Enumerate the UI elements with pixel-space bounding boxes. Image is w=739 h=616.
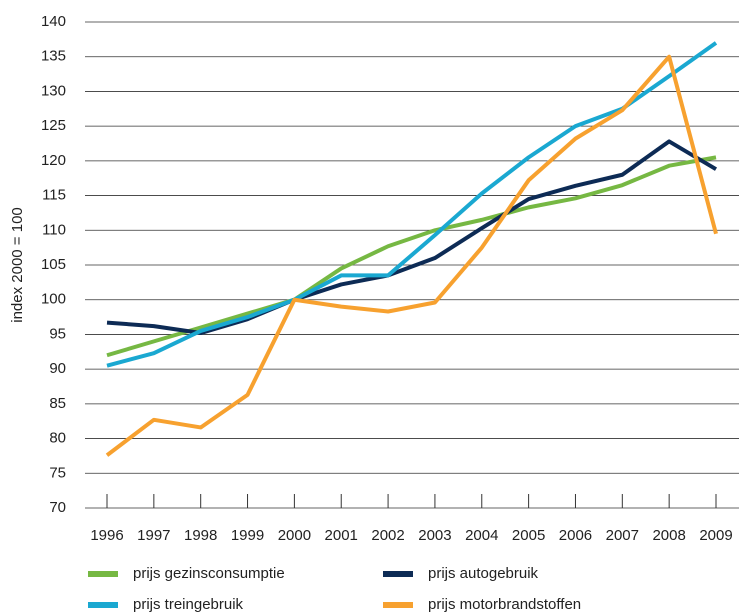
y-tick-label: 130 <box>41 82 66 99</box>
y-tick-label: 70 <box>49 499 66 516</box>
x-tick-label: 1999 <box>231 527 264 544</box>
y-tick-label: 105 <box>41 256 66 273</box>
series-line <box>106 155 717 358</box>
x-tick-label: 1996 <box>90 527 123 544</box>
y-tick-label: 115 <box>42 187 66 204</box>
x-tick-label: 2002 <box>371 527 404 544</box>
x-tick-label: 1998 <box>184 527 217 544</box>
y-tick-label: 140 <box>41 13 66 30</box>
y-tick-label: 120 <box>41 152 66 169</box>
x-tick-label: 2006 <box>559 527 592 544</box>
y-tick-label: 100 <box>41 291 66 308</box>
legend-label: prijs treingebruik <box>133 596 244 613</box>
series-line <box>106 41 718 368</box>
x-tick-label: 2007 <box>606 527 639 544</box>
y-tick-label: 110 <box>42 221 66 238</box>
x-tick-label: 2000 <box>278 527 311 544</box>
x-tick-label: 2008 <box>652 527 685 544</box>
x-tick-label: 1997 <box>137 527 170 544</box>
y-tick-label: 135 <box>41 48 66 65</box>
y-tick-label: 75 <box>49 464 66 481</box>
y-tick-label: 95 <box>49 325 66 342</box>
x-tick-label: 2001 <box>325 527 358 544</box>
y-tick-label: 125 <box>41 117 66 134</box>
x-tick-label: 2003 <box>418 527 451 544</box>
legend-label: prijs gezinsconsumptie <box>133 565 285 582</box>
x-tick-label: 2005 <box>512 527 545 544</box>
series-line <box>105 54 718 457</box>
x-tick-label: 2009 <box>699 527 732 544</box>
y-tick-label: 80 <box>49 430 66 447</box>
legend-label: prijs motorbrandstoffen <box>428 596 581 613</box>
y-tick-label: 90 <box>49 360 66 377</box>
legend-label: prijs autogebruik <box>428 565 539 582</box>
y-tick-label: 85 <box>49 395 66 412</box>
y-axis-label: index 2000 = 100 <box>9 207 26 323</box>
x-tick-label: 2004 <box>465 527 498 544</box>
